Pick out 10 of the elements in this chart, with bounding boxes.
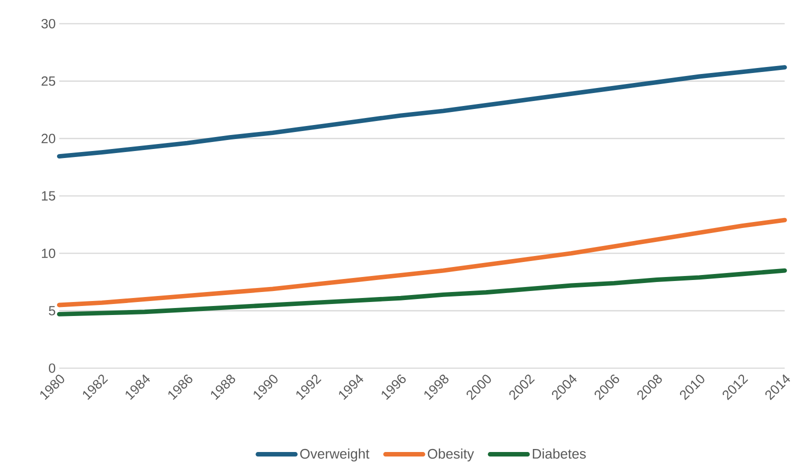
legend-label: Obesity: [428, 448, 474, 462]
y-tick-label: 25: [42, 76, 56, 86]
y-tick-label: 5: [48, 306, 56, 316]
legend-label: Diabetes: [532, 448, 586, 459]
y-tick-label: 15: [42, 191, 56, 201]
y-tick-label: 30: [41, 19, 56, 28]
y-tick-label: 0: [48, 364, 56, 373]
y-tick-label: 10: [42, 248, 56, 258]
y-tick-label: 20: [42, 134, 56, 144]
legend-label: Overweight: [300, 448, 370, 462]
